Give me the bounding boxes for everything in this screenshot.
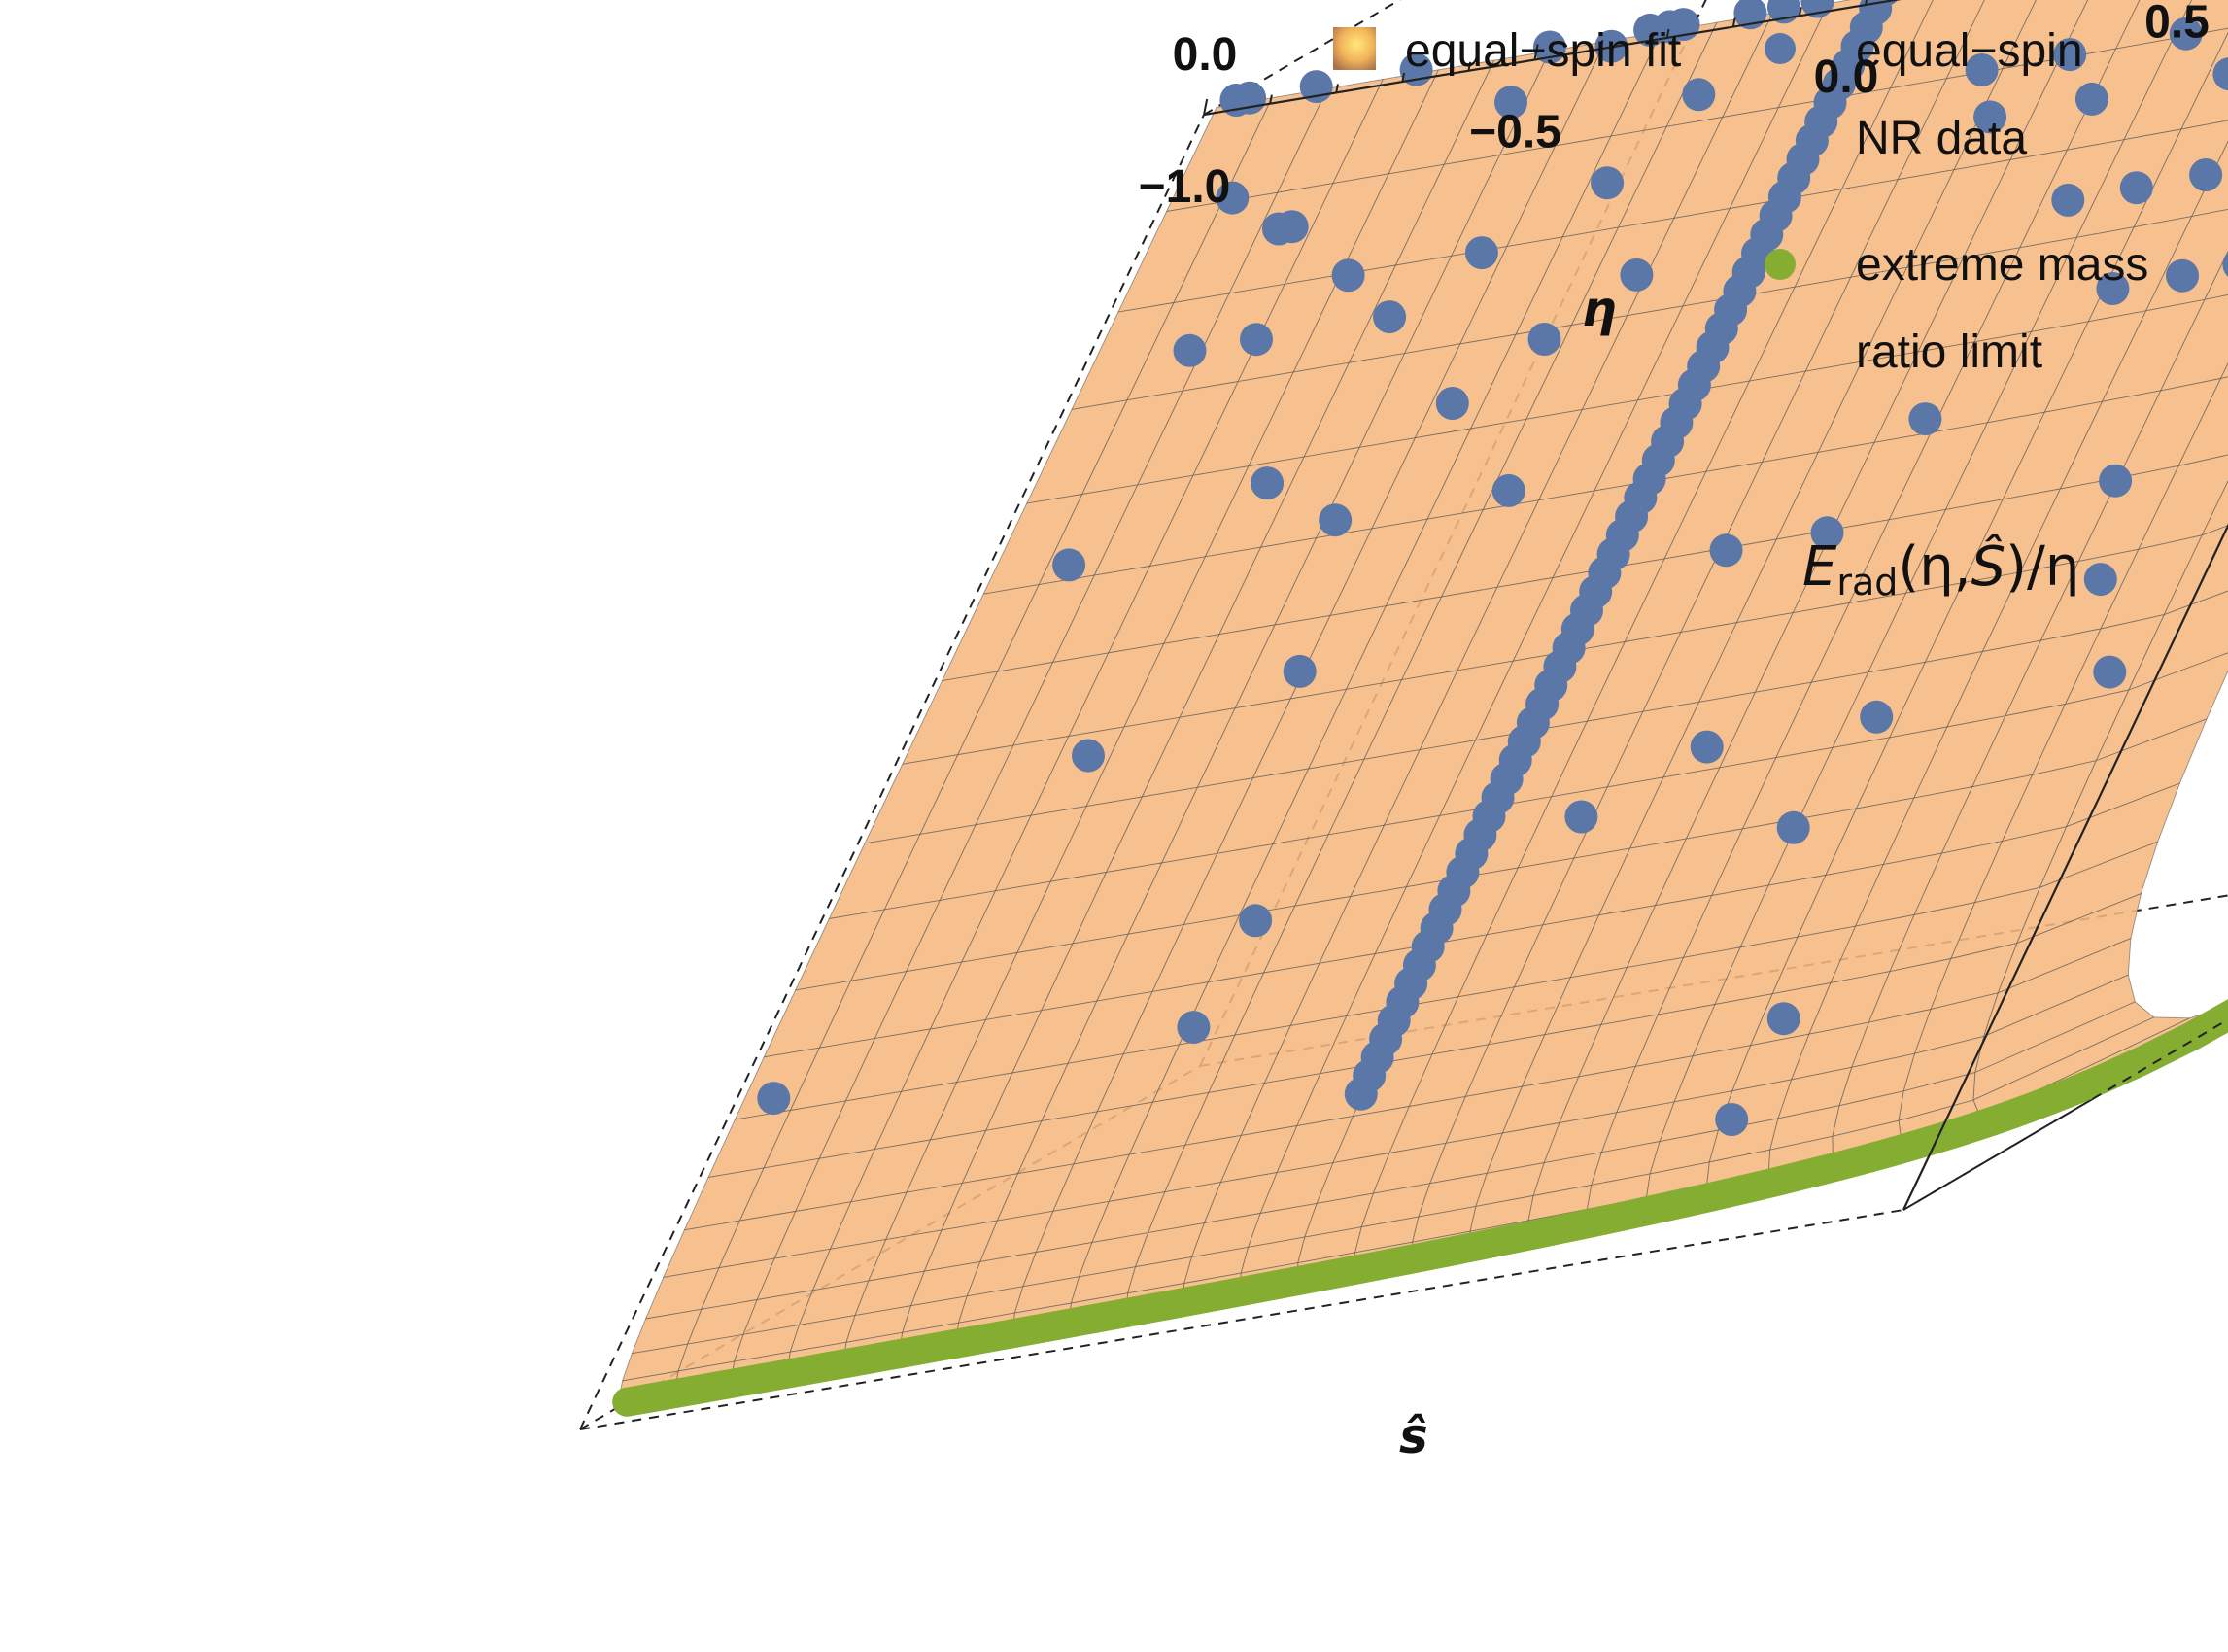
s-axis-tick <box>1599 40 1604 50</box>
nr-data-point <box>1052 548 1086 582</box>
legend-fit-swatch <box>1333 27 1376 70</box>
nr-data-point <box>1283 654 1317 688</box>
box-edge-back <box>579 1209 1904 1430</box>
s-axis-label: ŝ <box>1399 1408 1428 1464</box>
nr-data-point <box>2096 272 2130 305</box>
nr-data-point <box>2083 563 2117 597</box>
nr-data-point <box>2093 655 2127 689</box>
nr-data-point <box>1860 700 1894 734</box>
nr-data-point <box>1591 166 1625 200</box>
legend-emr-label-2: ratio limit <box>1856 327 2042 378</box>
s-axis-tick <box>1665 28 1670 39</box>
nr-data-point <box>2166 258 2199 293</box>
nr-data-point <box>2119 171 2153 205</box>
eta-tick-label: 0.0 <box>1173 29 1238 81</box>
nr-data-point <box>2099 464 2133 498</box>
s-axis-tick <box>1269 94 1273 104</box>
box-edge-hidden <box>1902 1018 2228 1211</box>
nr-data-point <box>2222 252 2228 277</box>
surface-patch <box>2219 362 2228 380</box>
surface-patch <box>2204 250 2228 300</box>
legend-emr-marker <box>1765 249 1796 280</box>
nr-data-point <box>1715 1103 1749 1136</box>
axis-ticks: −1.0−0.50.00.51.00.00.10.20.20.4 <box>1139 0 2210 213</box>
legend-emr-label-1: extreme mass <box>1856 239 2148 291</box>
nr-data-point <box>1239 904 1273 938</box>
nr-data-point <box>1331 258 1365 293</box>
nr-data-point <box>1491 473 1525 507</box>
nr-data-point <box>1965 53 1999 86</box>
nr-data-point <box>2212 57 2228 91</box>
nr-data-point <box>2189 158 2223 191</box>
nr-data-point <box>1690 730 1724 764</box>
eta-axis-label: η <box>1582 281 1617 337</box>
box-edge-back <box>579 114 1205 1430</box>
nr-data-point <box>1251 466 1285 500</box>
nr-data-point <box>1973 100 2007 134</box>
legend-nr-marker <box>1765 33 1796 64</box>
nr-data-point <box>1319 503 1353 537</box>
nr-data-points <box>757 0 2228 1136</box>
legend-nr-label-1: equal−spin <box>1856 25 2083 77</box>
nr-data-point <box>1072 739 1105 773</box>
s-tick-label: −0.5 <box>1469 107 1561 158</box>
extreme-mass-ratio-line <box>612 999 2228 1417</box>
s-axis-tick <box>1798 7 1802 17</box>
z-axis-label: Erad(η,Ŝ)/η <box>1802 535 2079 603</box>
nr-data-point <box>1776 810 1810 844</box>
nr-data-point <box>1494 86 1527 120</box>
surface-patch <box>2201 480 2228 536</box>
s-axis-tick <box>1203 98 1209 116</box>
s-tick-label: −1.0 <box>1139 161 1231 213</box>
s-axis-tick <box>1401 72 1406 83</box>
s-axis-tick <box>1865 0 1868 6</box>
s-axis-tick <box>1335 84 1339 93</box>
nr-data-point <box>1620 258 1654 292</box>
box-edge-front <box>1902 523 2228 1211</box>
nr-data-point <box>1464 236 1498 270</box>
nr-data-point <box>1527 323 1561 356</box>
s-axis-tick <box>1731 17 1736 27</box>
nr-data-point <box>1173 333 1207 367</box>
s-tick-label: 0.0 <box>1814 52 1879 103</box>
s-tick-label: 0.5 <box>2144 0 2210 49</box>
nr-data-point <box>1766 1002 1800 1036</box>
legend-nr-label-2: NR data <box>1856 113 2027 164</box>
fit-surface <box>617 0 2228 1403</box>
nr-data-point <box>1216 181 1250 215</box>
nr-data-point <box>1177 1011 1211 1045</box>
nr-data-point <box>1810 516 1844 550</box>
nr-data-point <box>1682 78 1716 112</box>
legend-fit-label: equal−spin fit <box>1405 25 1681 77</box>
nr-data-point <box>1240 323 1273 357</box>
s-axis-tick <box>1467 61 1472 71</box>
emr-curve <box>612 999 2228 1417</box>
nr-data-point <box>1373 300 1407 334</box>
nr-data-point <box>2053 38 2087 72</box>
nr-data-point <box>1709 533 1743 568</box>
legend: equal−spin fit equal−spin NR data extrem… <box>1333 25 2148 378</box>
nr-data-point <box>1908 402 1942 436</box>
nr-data-point <box>1435 387 1469 420</box>
nr-data-point <box>757 1082 791 1116</box>
nr-data-point <box>1275 210 1309 244</box>
nr-data-point <box>1564 800 1598 834</box>
nr-data-point <box>2169 17 2203 51</box>
nr-data-point <box>2051 183 2085 217</box>
surface-patch <box>2163 525 2228 616</box>
s-axis-tick <box>1533 44 1539 60</box>
nr-data-point <box>2074 82 2108 116</box>
